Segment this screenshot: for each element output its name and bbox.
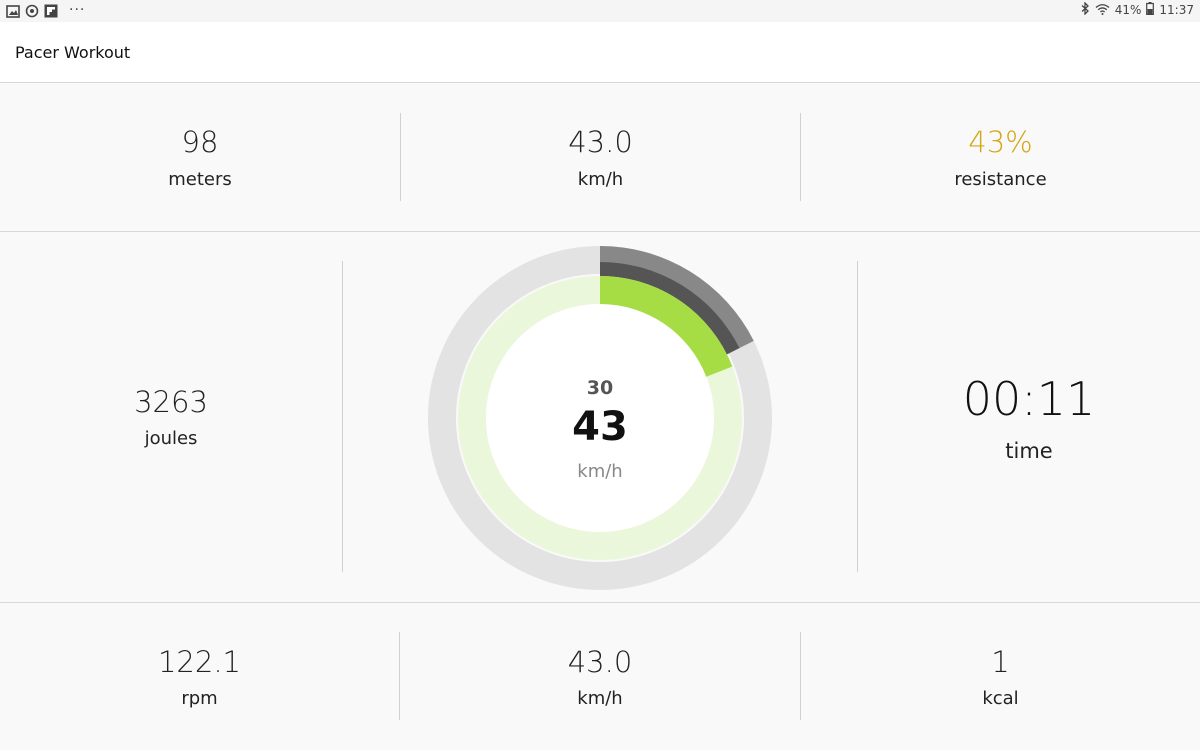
time-value: 00:11 xyxy=(962,372,1096,426)
resistance-stat: 43% resistance xyxy=(801,83,1200,231)
image-icon xyxy=(6,3,20,22)
distance-label: meters xyxy=(168,169,232,190)
bluetooth-icon xyxy=(1081,1,1090,18)
resistance-label: resistance xyxy=(954,169,1047,190)
app-bar: Pacer Workout xyxy=(0,22,1200,83)
wifi-icon xyxy=(1095,3,1110,18)
status-bar-notifications: ··· xyxy=(6,3,85,22)
battery-percent: 41% xyxy=(1114,3,1142,17)
divider xyxy=(400,113,401,201)
divider xyxy=(342,261,343,572)
divider xyxy=(800,113,801,201)
speed-gauge-dial xyxy=(428,246,772,590)
time-stat: 00:11 time xyxy=(858,232,1200,602)
page-title: Pacer Workout xyxy=(15,43,131,62)
middle-stats-row: 3263 joules 30 43 km/h 00:11 time xyxy=(0,232,1200,603)
clock: 11:37 xyxy=(1159,3,1194,17)
cadence-stat: 122.1 rpm xyxy=(0,603,399,750)
status-bar: ··· 41% 11:37 xyxy=(0,0,1200,22)
avg-speed-value: 43.0 xyxy=(567,645,633,679)
speed-gauge: 30 43 km/h xyxy=(428,246,772,590)
resistance-value: 43% xyxy=(968,125,1033,159)
speed-label: km/h xyxy=(577,169,624,190)
status-bar-system: 41% 11:37 xyxy=(1081,1,1194,18)
speed-stat: 43.0 km/h xyxy=(401,83,800,231)
energy-label: joules xyxy=(144,428,198,449)
calories-stat: 1 kcal xyxy=(801,603,1200,750)
time-label: time xyxy=(1005,439,1053,463)
more-notifications-icon: ··· xyxy=(69,1,86,18)
divider xyxy=(800,632,801,720)
gauge-current-value: 43 xyxy=(572,404,628,450)
cadence-label: rpm xyxy=(181,688,218,709)
top-stats-row: 98 meters 43.0 km/h 43% resistance xyxy=(0,83,1200,232)
gauge-target-inner-arc xyxy=(600,262,740,355)
gauge-readout: 30 43 km/h xyxy=(428,246,772,590)
energy-value: 3263 xyxy=(134,385,208,419)
distance-stat: 98 meters xyxy=(0,83,400,231)
calories-value: 1 xyxy=(991,645,1010,679)
battery-icon xyxy=(1146,2,1155,18)
avg-speed-label: km/h xyxy=(577,688,623,709)
bottom-stats-row: 122.1 rpm 43.0 km/h 1 kcal xyxy=(0,603,1200,750)
divider xyxy=(857,261,858,572)
calories-label: kcal xyxy=(982,688,1019,709)
gauge-target-value: 30 xyxy=(586,377,614,399)
gauge-face xyxy=(486,304,714,532)
speed-value: 43.0 xyxy=(568,125,633,159)
cadence-value: 122.1 xyxy=(157,645,242,679)
gauge-progress-arc xyxy=(600,276,733,377)
avg-speed-stat: 43.0 km/h xyxy=(400,603,800,750)
flipboard-icon xyxy=(44,3,58,22)
divider xyxy=(399,632,400,720)
energy-stat: 3263 joules xyxy=(0,232,342,602)
gauge-unit: km/h xyxy=(577,461,623,482)
distance-value: 98 xyxy=(181,125,219,159)
sync-icon xyxy=(25,3,39,22)
